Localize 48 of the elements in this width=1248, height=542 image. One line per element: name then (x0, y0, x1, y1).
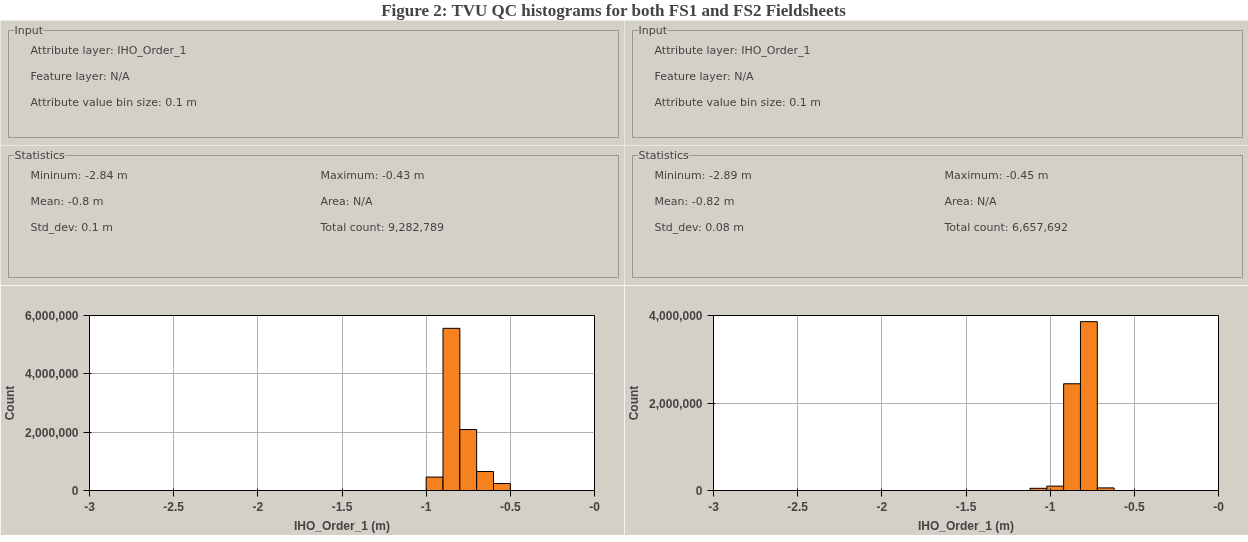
text: Std_dev: 0.1 m (30, 221, 113, 234)
x-tick-label: -0 (589, 499, 601, 514)
text: Std_dev: 0.08 m (654, 221, 744, 234)
text: Total count: 9,282,789 (319, 221, 444, 234)
text: Mean: -0.8 m (30, 195, 104, 208)
y-tick-label: 2,000,000 (25, 425, 79, 440)
x-tick-label: -0.5 (499, 499, 521, 514)
x-tick-label: -0.5 (1123, 499, 1145, 514)
text: Attribute value bin size: 0.1 m (654, 96, 821, 109)
x-tick-label: -1.5 (955, 499, 977, 514)
x-axis-title: IHO_Order_1 (m) (917, 518, 1015, 533)
text: Total count: 6,657,692 (943, 221, 1068, 234)
y-tick-label: 2,000,000 (649, 396, 703, 411)
text: Statistics (638, 149, 690, 162)
text: Feature layer: N/A (30, 70, 131, 83)
y-tick-label: 6,000,000 (25, 309, 79, 323)
text: Figure 2: TVU QC histograms for both FS1 and FS2 Fieldsheets (381, 1, 847, 20)
text: Mininum: -2.84 m (30, 169, 128, 182)
text: Maximum: -0.45 m (944, 169, 1049, 182)
text: Feature layer: N/A (654, 70, 755, 83)
text: Input (638, 24, 668, 37)
x-tick-label: -2.5 (163, 499, 185, 514)
text: Area: N/A (320, 195, 373, 208)
text: Input (14, 24, 44, 37)
x-tick-label: -3 (84, 499, 96, 514)
text: Attribute layer: IHO_Order_1 (30, 44, 187, 57)
x-tick-label: -1 (420, 499, 432, 514)
text: Statistics (14, 149, 66, 162)
text: Attribute value bin size: 0.1 m (30, 96, 197, 109)
x-tick-label: -2 (876, 499, 888, 514)
text: Maximum: -0.43 m (320, 169, 425, 182)
y-tick-label: 4,000,000 (649, 309, 703, 323)
y-tick-label: 0 (695, 484, 703, 498)
text: Mininum: -2.89 m (654, 169, 752, 182)
y-tick-label: 0 (71, 484, 79, 498)
text: Mean: -0.82 m (654, 195, 735, 208)
x-tick-label: -3 (708, 499, 720, 514)
x-tick-label: -2 (252, 499, 264, 514)
x-tick-label: -2.5 (787, 499, 809, 514)
x-axis-title: IHO_Order_1 (m) (293, 518, 391, 533)
y-axis-title: Count (3, 385, 18, 421)
y-tick-label: 4,000,000 (25, 367, 79, 382)
text: Area: N/A (944, 195, 997, 208)
x-tick-label: -0 (1213, 499, 1225, 514)
text: Attribute layer: IHO_Order_1 (654, 44, 811, 57)
y-axis-title: Count (627, 385, 642, 421)
x-tick-label: -1.5 (331, 499, 353, 514)
x-tick-label: -1 (1044, 499, 1056, 514)
